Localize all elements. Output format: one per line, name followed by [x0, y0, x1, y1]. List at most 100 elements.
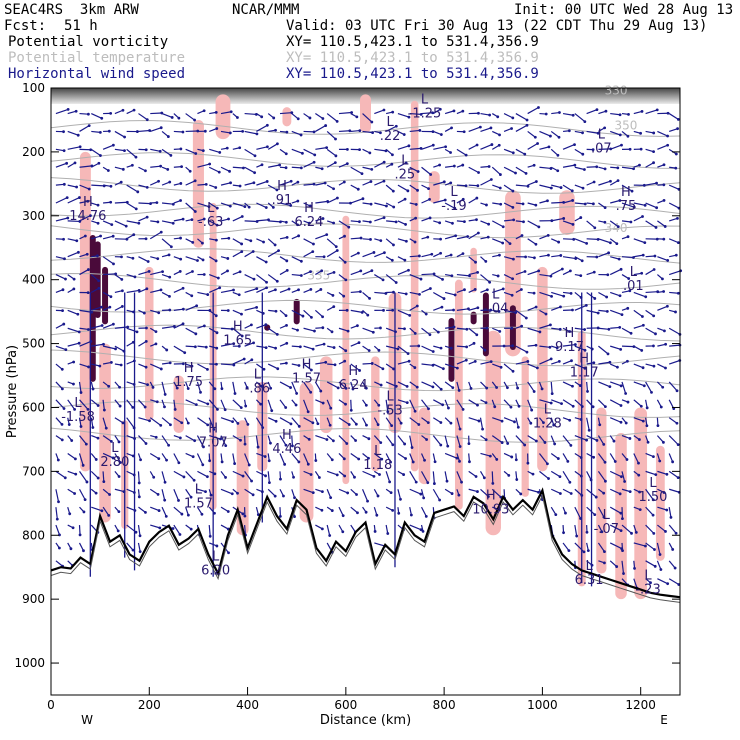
wind-vector [67, 470, 76, 475]
wind-vector [527, 363, 538, 369]
wind-vector-head [296, 199, 300, 203]
wind-vector [90, 399, 99, 406]
wind-vector-head [274, 309, 278, 313]
wind-vector [291, 381, 298, 394]
wind-vector-head [428, 216, 432, 220]
wind-vector [161, 325, 175, 329]
wind-vector-head [404, 457, 407, 460]
wind-vector [244, 250, 254, 258]
wind-vector [668, 524, 677, 534]
wind-vector-head [335, 473, 339, 477]
wind-vector-head [265, 145, 269, 149]
wind-vector-head [191, 455, 195, 459]
wind-vector [79, 200, 88, 204]
wind-vector [409, 453, 414, 463]
wind-vector [656, 542, 661, 555]
wind-vector-head [306, 410, 310, 414]
wind-vector-head [466, 235, 470, 238]
wind-vector-head [314, 459, 318, 462]
wind-vector-head [328, 423, 332, 427]
wind-vector [503, 399, 512, 408]
wind-vector [574, 304, 587, 311]
wind-vector-head [558, 492, 562, 495]
pv-extremum-value: 1.57 [292, 372, 321, 387]
wind-vector-head [154, 435, 158, 439]
wind-vector-head [460, 480, 463, 484]
wind-vector [586, 381, 589, 392]
wind-vector [385, 417, 393, 426]
wind-vector-head [289, 386, 292, 389]
wind-vector-head [276, 367, 280, 371]
wind-vector-head [179, 257, 183, 261]
wind-vector [114, 201, 128, 204]
wind-vector-head [181, 217, 185, 221]
wind-vector-head [458, 445, 462, 448]
pv-extremum-type: L [207, 201, 215, 216]
pv-extremum-value: 1.50 [638, 490, 667, 505]
wind-vector-head [413, 331, 417, 335]
wind-vector [255, 435, 259, 448]
wind-vector [244, 288, 257, 294]
wind-vector [610, 381, 622, 387]
wind-vector-head [167, 443, 171, 447]
wind-vector-head [488, 113, 492, 117]
wind-vector-head [275, 332, 279, 336]
wind-vector-head [171, 202, 175, 206]
wind-vector-head [386, 410, 390, 414]
wind-vector-head [550, 294, 553, 298]
wind-vector [539, 234, 549, 240]
wind-vector-head [418, 129, 422, 132]
wind-vector [409, 488, 422, 495]
wind-vector [55, 470, 66, 479]
wind-vector-head [618, 199, 622, 202]
wind-vector-head [97, 161, 101, 165]
wind-vector-head [519, 492, 523, 496]
wind-vector [267, 417, 277, 422]
wind-vector-head [181, 307, 185, 311]
wind-vector-head [659, 568, 663, 571]
wind-vector [468, 126, 481, 133]
wind-vector-head [252, 181, 256, 185]
wind-vector [78, 453, 84, 466]
wind-vector-head [284, 166, 288, 170]
wind-vector-head [186, 421, 190, 425]
wind-vector [397, 381, 408, 387]
wind-vector-head [391, 153, 394, 157]
wind-vector-head [373, 530, 377, 533]
wind-vector-head [179, 182, 183, 185]
y-tick-label: 900 [22, 592, 45, 606]
wind-vector-head [511, 116, 515, 120]
wind-vector [55, 217, 68, 222]
wind-vector-head [170, 116, 174, 119]
wind-vector-head [477, 171, 480, 174]
wind-vector-head [526, 184, 530, 188]
wind-vector [126, 542, 134, 551]
wind-vector-head [665, 304, 669, 308]
wind-vector-head [560, 267, 564, 271]
wind-vector-head [345, 147, 349, 151]
wind-vector-head [511, 369, 515, 373]
wind-vector [326, 238, 337, 248]
wind-vector [350, 291, 361, 294]
wind-vector [126, 148, 137, 158]
wind-vector-head [334, 137, 337, 141]
wind-vector [385, 238, 394, 246]
wind-vector-head [121, 421, 125, 425]
wind-vector-head [57, 500, 60, 504]
wind-vector-head [664, 530, 667, 533]
wind-vector [362, 470, 375, 477]
wind-vector-head [289, 179, 293, 183]
wind-vector-head [274, 128, 277, 132]
wind-vector-head [485, 203, 488, 207]
wind-vector [610, 256, 620, 260]
wind-vector [586, 506, 596, 516]
wind-vector-head [154, 342, 158, 346]
wind-vector [232, 251, 243, 258]
wind-vector-head [391, 308, 395, 312]
wind-vector-head [662, 237, 666, 241]
wind-vector-head [468, 274, 471, 278]
wind-vector-head [366, 313, 370, 317]
wind-vector [633, 453, 640, 464]
wind-vector-head [331, 439, 335, 443]
wind-vector [586, 130, 599, 134]
